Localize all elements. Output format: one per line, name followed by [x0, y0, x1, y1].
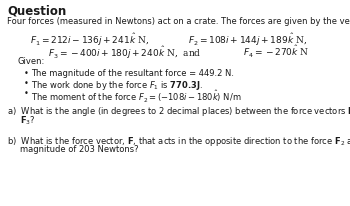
- Text: Given:: Given:: [18, 57, 45, 66]
- Text: The work done by the force $F_1$ is $\mathit{\mathbf{770.3J}}$.: The work done by the force $F_1$ is $\ma…: [31, 79, 203, 91]
- Text: magnitude of 203 Newtons?: magnitude of 203 Newtons?: [20, 144, 139, 153]
- Text: $F_4 = -270\hat{k}$ N: $F_4 = -270\hat{k}$ N: [243, 44, 309, 60]
- Text: The moment of the force $F_2 = (-108i - 180\hat{k})$ N/m: The moment of the force $F_2 = (-108i - …: [31, 89, 242, 104]
- Text: a)  What is the angle (in degrees to 2 decimal places) between the force vectors: a) What is the angle (in degrees to 2 de…: [7, 104, 350, 117]
- Text: •: •: [24, 79, 29, 88]
- Text: $F_2 = 108i + 144j + 189\hat{k}$ N,: $F_2 = 108i + 144j + 189\hat{k}$ N,: [188, 31, 308, 47]
- Text: Four forces (measured in Newtons) act on a crate. The forces are given by the ve: Four forces (measured in Newtons) act on…: [7, 17, 350, 26]
- Text: $\mathbf{F}_3$?: $\mathbf{F}_3$?: [20, 115, 36, 127]
- Text: The magnitude of the resultant force = 449.2 N.: The magnitude of the resultant force = 4…: [31, 69, 234, 78]
- Text: $F_3 = -400i + 180j + 240\hat{k}$ N,  and: $F_3 = -400i + 180j + 240\hat{k}$ N, and: [48, 44, 202, 60]
- Text: •: •: [24, 89, 29, 97]
- Text: •: •: [24, 69, 29, 78]
- Text: Question: Question: [7, 5, 66, 18]
- Text: b)  What is the force vector, $\mathbf{F}$, that acts in the opposite direction : b) What is the force vector, $\mathbf{F}…: [7, 134, 350, 147]
- Text: $F_1 = 212i - 136j + 241\hat{k}$ N,: $F_1 = 212i - 136j + 241\hat{k}$ N,: [30, 31, 149, 47]
